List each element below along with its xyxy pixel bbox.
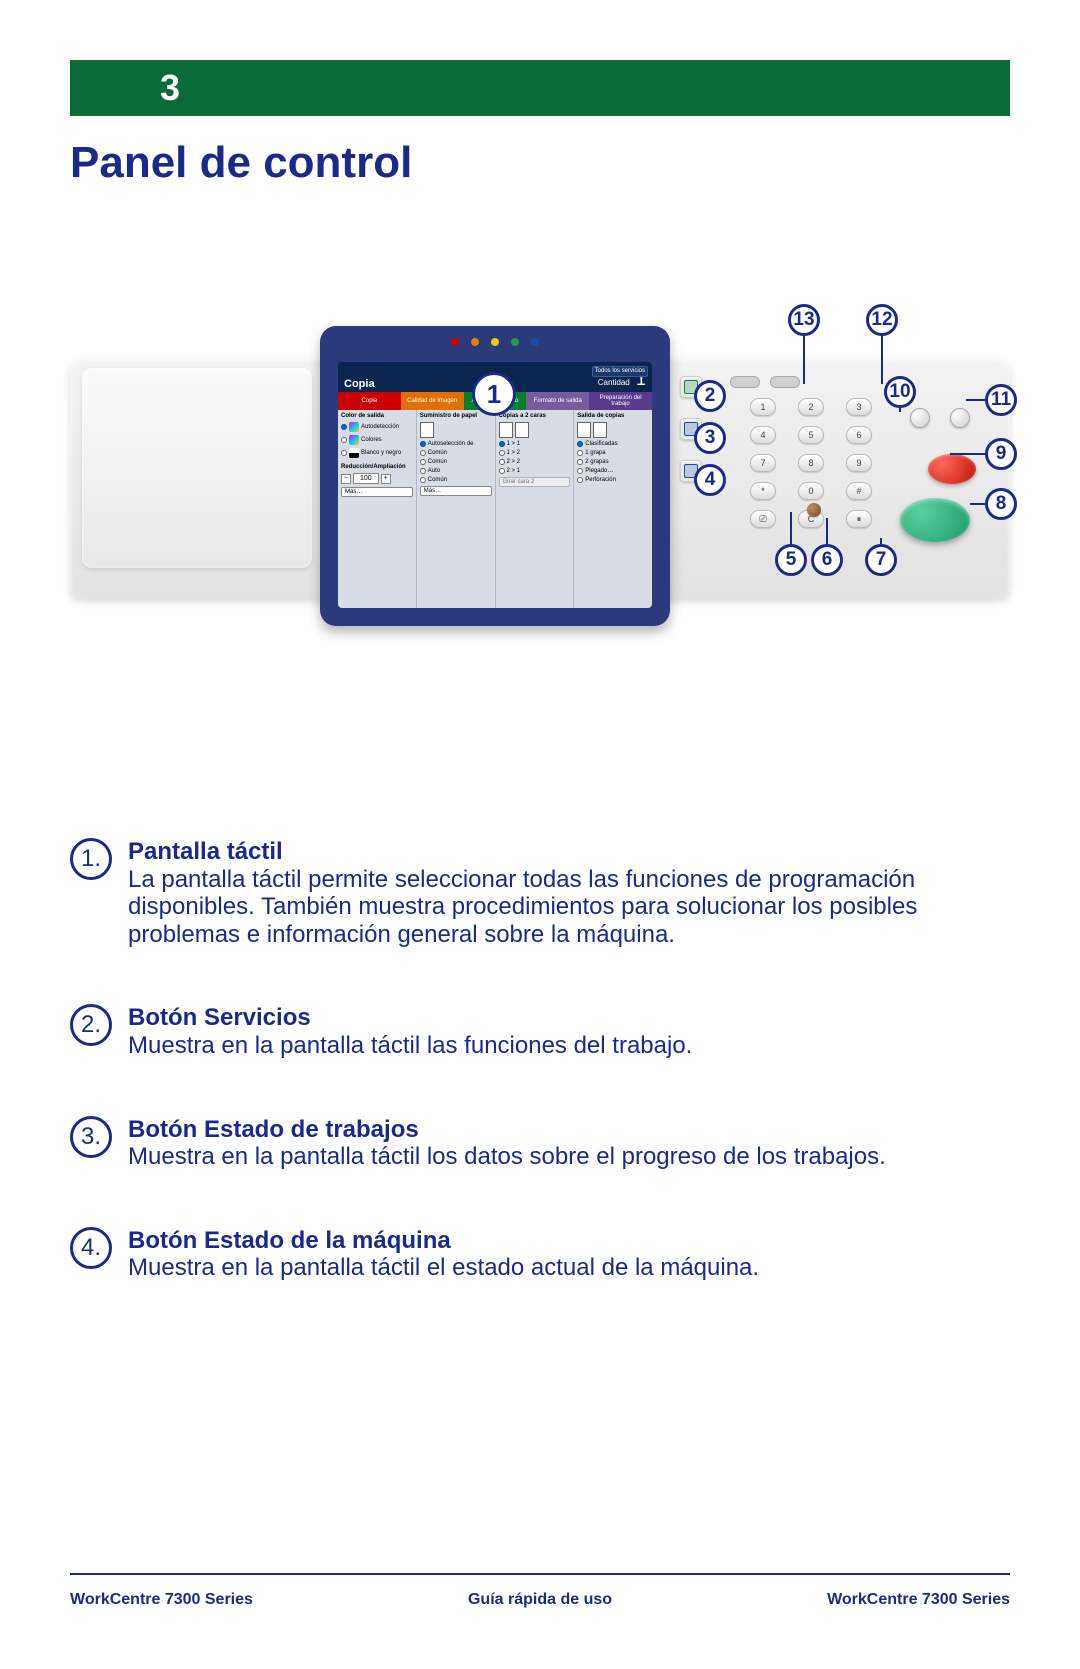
page-footer: WorkCentre 7300 Series Guía rápida de us… — [70, 1573, 1010, 1609]
desc-title-2: Botón Servicios — [128, 1004, 311, 1031]
rotate-face2[interactable]: Girar cara 2 — [499, 477, 571, 487]
opt-colores[interactable]: Colores — [341, 435, 413, 445]
help-button[interactable] — [770, 376, 800, 388]
tab-copia[interactable]: Copia — [338, 392, 401, 410]
key-hash[interactable]: # — [846, 482, 872, 500]
key-6[interactable]: 6 — [846, 426, 872, 444]
zoom-minus-icon[interactable]: − — [341, 474, 351, 484]
desc-title-4: Botón Estado de la máquina — [128, 1227, 451, 1254]
callout-1: 1 — [472, 372, 516, 416]
tab-calidad[interactable]: Calidad de imagen — [401, 392, 464, 410]
key-9[interactable]: 9 — [846, 454, 872, 472]
output-icons[interactable] — [577, 422, 649, 438]
key-2[interactable]: 2 — [798, 398, 824, 416]
page-title: Panel de control — [70, 138, 1010, 188]
led-red — [451, 338, 459, 346]
footer-center: Guía rápida de uso — [468, 1591, 612, 1609]
key-4[interactable]: 4 — [750, 426, 776, 444]
col2-more[interactable]: Más… — [420, 486, 492, 496]
col-suministro: Suministro de papel Autoselección de Com… — [417, 410, 496, 608]
callout-8: 8 — [985, 488, 1017, 520]
control-panel-illustration: Copia Cantidad 1 Todos los servicios Cop… — [70, 298, 1010, 658]
col2-header: Suministro de papel — [420, 413, 492, 419]
login-button[interactable] — [910, 408, 930, 428]
desc-item-1: 1. Pantalla táctil La pantalla táctil pe… — [70, 838, 1010, 948]
description-list: 1. Pantalla táctil La pantalla táctil pe… — [70, 838, 1010, 1282]
callout-4: 4 — [694, 464, 726, 496]
desc-item-2: 2. Botón Servicios Muestra en la pantall… — [70, 1004, 1010, 1059]
key-3[interactable]: 3 — [846, 398, 872, 416]
col1-subheader: Reducción/Ampliación — [341, 464, 413, 470]
desc-num-1: 1. — [70, 838, 112, 880]
callout-3: 3 — [694, 422, 726, 454]
zoom-row[interactable]: − 100 + — [341, 473, 413, 484]
all-services-button[interactable]: Todos los servicios — [592, 366, 648, 377]
desc-body-4: Muestra en la pantalla táctil el estado … — [128, 1254, 759, 1281]
key-0[interactable]: 0 — [798, 482, 824, 500]
callout-5: 5 — [775, 544, 807, 576]
desc-title-1: Pantalla táctil — [128, 838, 283, 865]
col3-header: Copias a 2 caras — [499, 413, 571, 419]
col-salida-copias: Salida de copias Clasificadas 1 grapa 2 … — [574, 410, 652, 608]
col-color-salida: Color de salida Autodetección Colores Bl… — [338, 410, 417, 608]
tab-formato-salida[interactable]: Formato de salida — [526, 392, 589, 410]
footer-right: WorkCentre 7300 Series — [827, 1591, 1010, 1609]
callout-10: 10 — [884, 376, 916, 408]
desc-body-3: Muestra en la pantalla táctil los datos … — [128, 1143, 886, 1170]
desc-title-3: Botón Estado de trabajos — [128, 1116, 419, 1143]
callout-11: 11 — [985, 384, 1017, 416]
led-orange — [471, 338, 479, 346]
duplex-icons[interactable] — [499, 422, 571, 438]
stop-button[interactable] — [928, 454, 976, 484]
zoom-plus-icon[interactable]: + — [381, 474, 391, 484]
opt-autodeteccion[interactable]: Autodetección — [341, 422, 413, 432]
key-8[interactable]: 8 — [798, 454, 824, 472]
desc-body-1: La pantalla táctil permite seleccionar t… — [128, 866, 917, 948]
callout-13: 13 — [788, 304, 820, 336]
key-5[interactable]: 5 — [798, 426, 824, 444]
zoom-value: 100 — [353, 473, 379, 484]
key-clear-all[interactable]: ⎚ — [750, 510, 776, 528]
desc-num-3: 3. — [70, 1116, 112, 1158]
callout-6: 6 — [811, 544, 843, 576]
callout-2: 2 — [694, 380, 726, 412]
paper-tray — [82, 368, 312, 568]
chapter-header-bar: 3 — [70, 60, 1010, 116]
desc-num-4: 4. — [70, 1227, 112, 1269]
screen-title: Copia — [344, 378, 375, 390]
callout-7: 7 — [865, 544, 897, 576]
callout-12: 12 — [866, 304, 898, 336]
key-star[interactable]: * — [750, 482, 776, 500]
screen-bezel: Copia Cantidad 1 Todos los servicios Cop… — [320, 326, 670, 626]
desc-item-4: 4. Botón Estado de la máquina Muestra en… — [70, 1227, 1010, 1282]
desc-num-2: 2. — [70, 1004, 112, 1046]
led-row — [451, 338, 539, 346]
key-interrupt[interactable]: ⏸ — [846, 510, 872, 528]
key-7[interactable]: 7 — [750, 454, 776, 472]
led-yellow — [491, 338, 499, 346]
callout-9: 9 — [985, 438, 1017, 470]
key-1[interactable]: 1 — [750, 398, 776, 416]
col4-header: Salida de copias — [577, 413, 649, 419]
col1-more[interactable]: Más… — [341, 487, 413, 497]
desc-item-3: 3. Botón Estado de trabajos Muestra en l… — [70, 1116, 1010, 1171]
action-button-cluster — [900, 408, 1000, 548]
tab-preparacion[interactable]: Preparación del trabajo — [589, 392, 652, 410]
start-button[interactable] — [900, 498, 970, 542]
screen-body: Color de salida Autodetección Colores Bl… — [338, 410, 652, 608]
dial-pause-button[interactable] — [807, 503, 821, 517]
opt-bn[interactable]: Blanco y negro — [341, 448, 413, 458]
chapter-number: 3 — [160, 67, 180, 109]
desc-body-2: Muestra en la pantalla táctil las funcio… — [128, 1032, 692, 1059]
power-saver-button[interactable] — [950, 408, 970, 428]
paper-auto[interactable] — [420, 422, 492, 438]
led-green — [511, 338, 519, 346]
footer-left: WorkCentre 7300 Series — [70, 1591, 253, 1609]
col-2caras: Copias a 2 caras 1 > 1 1 > 2 2 > 2 2 > 1… — [496, 410, 575, 608]
col1-header: Color de salida — [341, 413, 413, 419]
led-blue — [531, 338, 539, 346]
language-button[interactable] — [730, 376, 760, 388]
